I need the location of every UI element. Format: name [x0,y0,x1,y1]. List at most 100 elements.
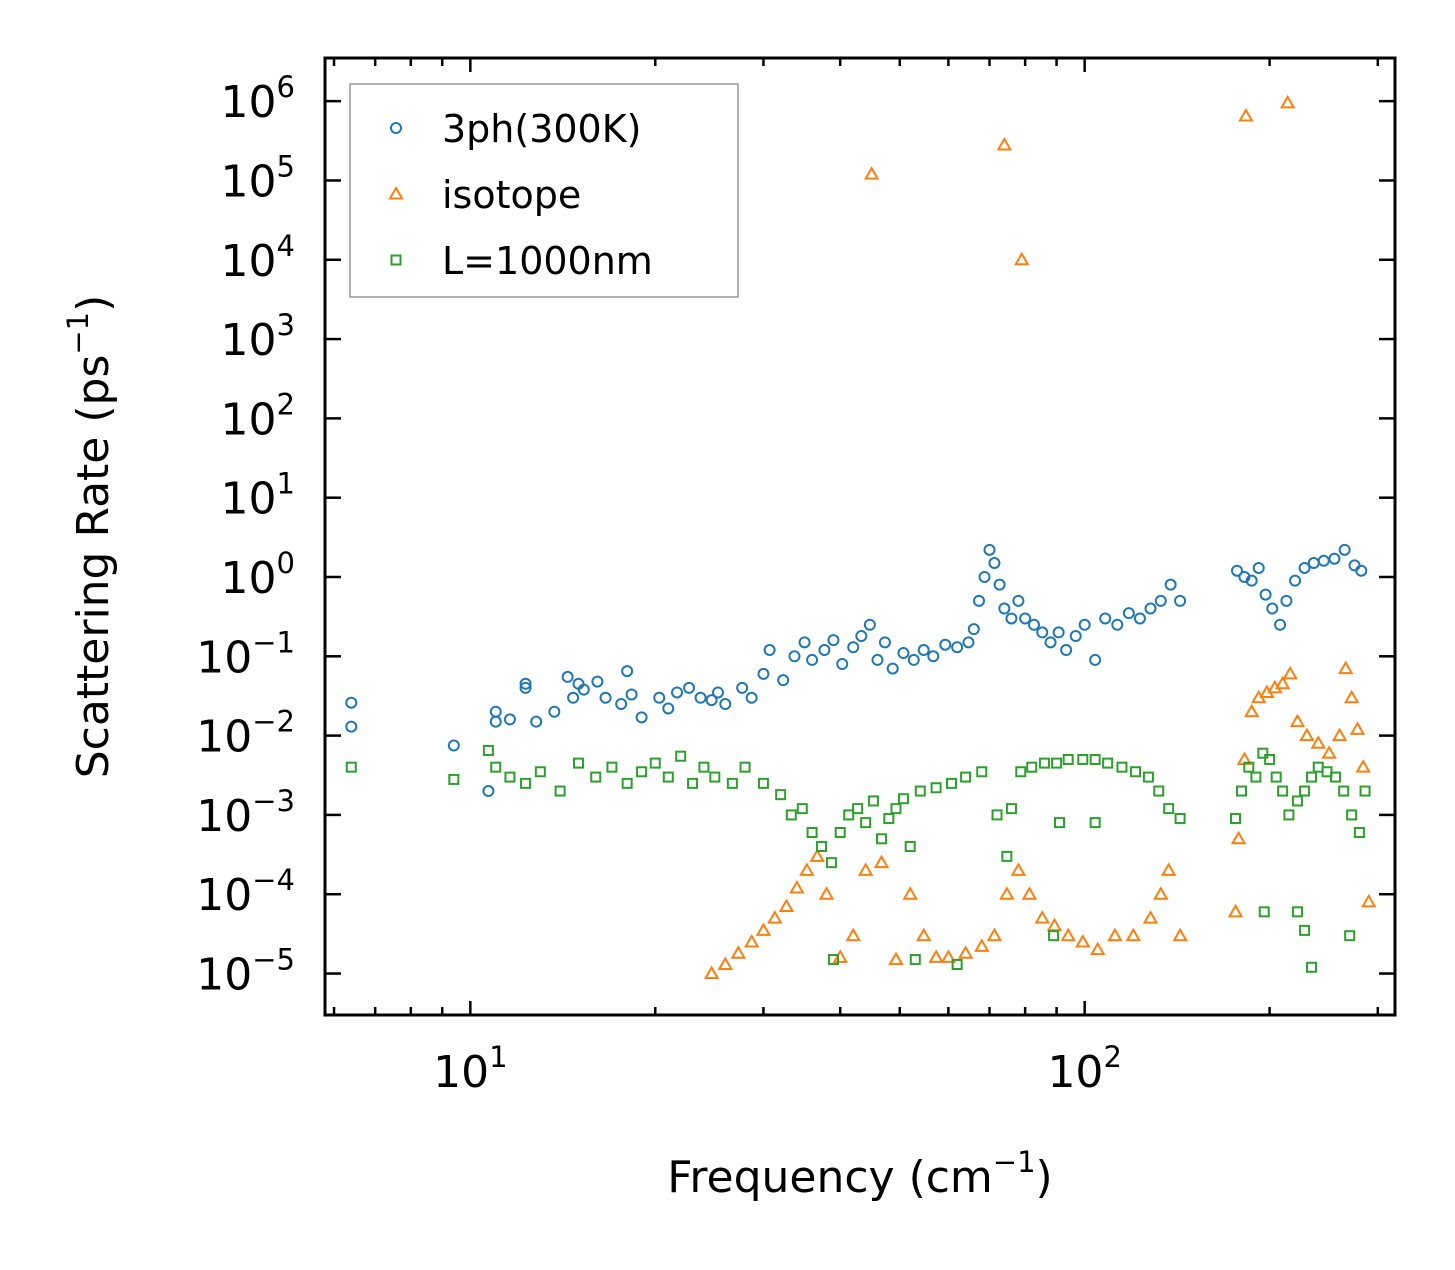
data-point [863,618,876,631]
data-point [615,698,628,711]
data-point [999,886,1015,900]
y-tick-label: 106 [221,70,295,128]
x-tick-label: 101 [433,1040,507,1098]
data-point [917,644,930,657]
data-point [809,848,825,862]
data-point [1051,757,1063,769]
tick-base: 10 [196,712,252,763]
y-axis-title-sup: −1 [61,312,95,355]
data-point [976,766,988,778]
data-point [1243,703,1260,718]
data-point [1160,862,1177,876]
data-point [957,945,974,959]
data-point [1338,543,1351,556]
data-point [567,691,580,704]
data-point [871,653,884,666]
data-point [1078,618,1091,631]
data-point [951,641,964,654]
tick-exponent: 3 [277,308,295,342]
data-point [775,789,787,801]
data-point [705,694,718,707]
data-point [1122,607,1135,620]
data-point [447,739,460,752]
data-point [1279,94,1296,109]
data-point [777,674,790,687]
legend-marker-circle [390,122,402,134]
data-point [1163,803,1175,815]
data-point [1299,785,1311,797]
tick-base: 10 [221,156,277,207]
data-point [577,683,590,696]
data-point [1130,766,1142,778]
data-point [649,757,661,769]
data-point [1289,574,1302,587]
data-point [1274,618,1287,631]
data-point [1355,564,1368,577]
data-marks [345,94,1377,980]
data-point [1036,626,1049,639]
tick-base: 10 [221,553,277,604]
data-point [843,809,855,821]
data-point [1102,757,1114,769]
data-point [1005,803,1017,815]
data-point [1258,906,1270,918]
data-point [719,698,732,711]
data-point [1355,759,1371,773]
data-point [806,653,819,666]
data-point [928,949,944,963]
data-point [998,602,1011,615]
data-point [573,757,585,769]
x-tick-label: 102 [1047,1040,1121,1098]
tick-base: 10 [1047,1047,1103,1098]
data-point [878,636,891,649]
data-point [940,949,957,963]
tick-base: 10 [196,950,252,1001]
data-point [1052,626,1065,639]
data-point [986,927,1003,942]
tick-exponent: −2 [252,705,295,739]
data-point [1305,961,1317,973]
data-point [1060,644,1073,657]
data-point [1337,660,1354,675]
data-point [1014,251,1030,266]
data-point [857,862,874,876]
data-point [345,696,358,709]
data-point [519,681,532,694]
data-point [1238,107,1254,122]
data-point [1328,552,1341,565]
data-point [763,644,776,657]
data-point [1317,554,1330,567]
tick-base: 10 [221,77,277,128]
data-point [621,665,634,678]
tick-exponent: 4 [277,229,295,263]
data-point [852,803,864,815]
data-point [1250,771,1262,783]
data-point [1174,813,1186,825]
data-point [798,636,811,649]
data-point [778,898,795,913]
data-point [914,785,926,797]
data-point [490,761,502,773]
tick-exponent: 1 [489,1040,507,1074]
data-point [717,956,733,970]
data-point [482,744,494,756]
data-point [1307,557,1320,570]
data-point [1154,594,1167,607]
y-axis-title-text: Scattering Rate (ps [68,355,119,779]
data-point [855,630,868,643]
data-point [1144,602,1157,615]
data-point [1044,636,1057,649]
data-point [599,691,612,704]
data-point [1243,761,1255,773]
data-point [1116,761,1128,773]
data-point [1048,930,1060,942]
data-point [863,166,880,180]
y-axis-title: Scattering Rate (ps−1) [61,295,119,779]
data-point [1310,735,1326,749]
data-point [799,862,815,876]
data-point [827,634,840,647]
plot-frame [323,56,1397,1017]
data-point [1010,862,1027,876]
y-tick-label: 10−2 [196,705,295,763]
